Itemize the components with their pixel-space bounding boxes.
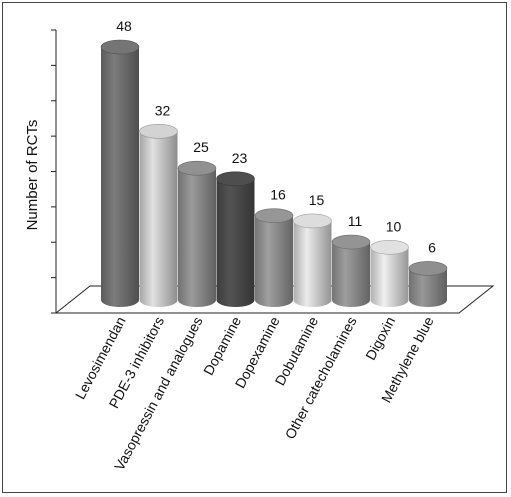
bar-vasopressin-and-analogues bbox=[177, 160, 217, 307]
bar-dopamine bbox=[216, 171, 255, 307]
value-label: 15 bbox=[309, 192, 325, 208]
value-label: 11 bbox=[348, 213, 363, 229]
bar-dobutamine bbox=[293, 213, 332, 307]
value-label: 48 bbox=[116, 18, 132, 34]
value-label: 32 bbox=[155, 102, 171, 118]
value-label: 23 bbox=[232, 150, 248, 166]
value-label: 6 bbox=[428, 239, 436, 255]
value-label: 10 bbox=[386, 218, 402, 234]
category-label: Other catecholamines bbox=[282, 314, 360, 442]
category-label: Dopamine bbox=[200, 314, 244, 378]
value-label: 25 bbox=[193, 139, 209, 155]
category-label: Digoxin bbox=[362, 314, 398, 363]
y-axis-label: Number of RCTs bbox=[24, 120, 41, 231]
bar-dopexamine bbox=[254, 208, 294, 307]
bar-levosimendan bbox=[100, 39, 140, 307]
bar-pde-3-inhibitors bbox=[139, 124, 178, 307]
value-label: 16 bbox=[270, 187, 286, 203]
bar-other-catecholamines bbox=[331, 234, 371, 307]
bar-digoxin bbox=[370, 239, 409, 307]
bar-methylene-blue bbox=[408, 261, 448, 307]
